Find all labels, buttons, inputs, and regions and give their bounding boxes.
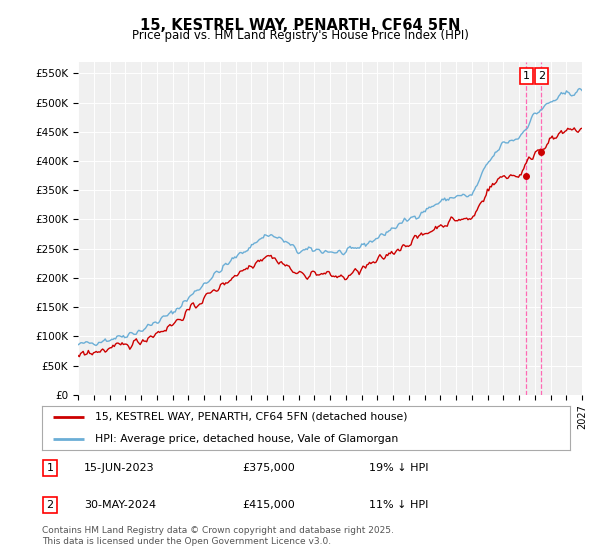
Text: 11% ↓ HPI: 11% ↓ HPI (370, 500, 429, 510)
Text: 1: 1 (46, 463, 53, 473)
Text: 2: 2 (46, 500, 53, 510)
Text: 19% ↓ HPI: 19% ↓ HPI (370, 463, 429, 473)
Text: 15, KESTREL WAY, PENARTH, CF64 5FN: 15, KESTREL WAY, PENARTH, CF64 5FN (140, 18, 460, 33)
Text: 1: 1 (523, 71, 530, 81)
Text: 2: 2 (538, 71, 545, 81)
Text: 15, KESTREL WAY, PENARTH, CF64 5FN (detached house): 15, KESTREL WAY, PENARTH, CF64 5FN (deta… (95, 412, 407, 422)
Text: £415,000: £415,000 (242, 500, 295, 510)
Text: Price paid vs. HM Land Registry's House Price Index (HPI): Price paid vs. HM Land Registry's House … (131, 29, 469, 42)
Text: £375,000: £375,000 (242, 463, 295, 473)
Text: 15-JUN-2023: 15-JUN-2023 (84, 463, 155, 473)
Text: HPI: Average price, detached house, Vale of Glamorgan: HPI: Average price, detached house, Vale… (95, 434, 398, 444)
Text: Contains HM Land Registry data © Crown copyright and database right 2025.
This d: Contains HM Land Registry data © Crown c… (42, 526, 394, 546)
Text: 30-MAY-2024: 30-MAY-2024 (84, 500, 157, 510)
